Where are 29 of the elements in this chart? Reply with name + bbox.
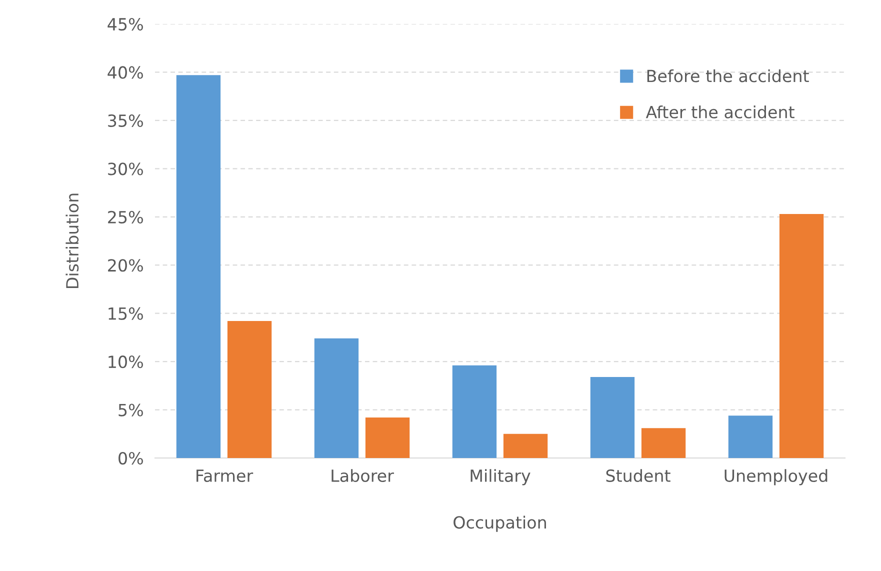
x-axis-title: Occupation [454,516,546,532]
x-tick-label: Student [606,469,670,482]
bar [779,214,824,458]
x-tick-label: Farmer [196,470,254,482]
bar [314,338,359,458]
y-tick-label: 45% [108,18,143,31]
bar [227,321,272,458]
y-tick-label: 25% [108,210,143,224]
bar [452,365,497,458]
legend-label: Before the accident [647,69,809,82]
y-tick-label: 35% [108,114,143,128]
y-tick-label: 10% [108,356,143,368]
y-tick-label: 40% [108,66,143,79]
bar [503,434,548,458]
x-tick-label: Military [470,469,530,486]
bar [176,75,221,458]
y-tick-label: 20% [108,259,143,272]
bar [641,428,686,458]
bar [590,376,635,458]
x-tick-label: Laborer [332,469,394,482]
y-tick-label: 30% [108,162,143,176]
bar [728,416,773,458]
legend-label: After the accident [646,106,794,118]
bar [365,417,410,458]
y-tick-label: 0% [118,452,143,465]
y-axis-title: Distribution [66,194,79,288]
y-tick-label: 5% [118,404,143,416]
y-tick-label: 15% [108,307,143,320]
x-tick-label: Unemployed [724,469,828,486]
